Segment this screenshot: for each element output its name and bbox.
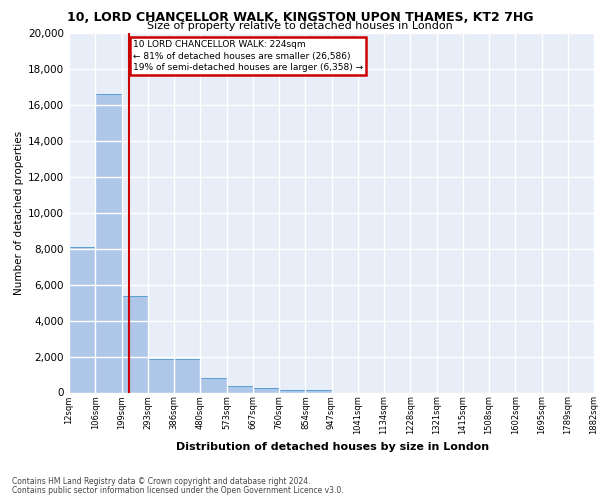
Bar <box>174 359 200 392</box>
Text: 10 LORD CHANCELLOR WALK: 224sqm
← 81% of detached houses are smaller (26,586)
19: 10 LORD CHANCELLOR WALK: 224sqm ← 81% of… <box>133 40 363 72</box>
Text: Contains HM Land Registry data © Crown copyright and database right 2024.: Contains HM Land Registry data © Crown c… <box>12 478 311 486</box>
Text: Distribution of detached houses by size in London: Distribution of detached houses by size … <box>176 442 490 452</box>
Bar <box>148 359 174 392</box>
Bar <box>305 390 331 392</box>
Bar <box>200 378 227 392</box>
Bar <box>253 388 279 392</box>
Text: 10, LORD CHANCELLOR WALK, KINGSTON UPON THAMES, KT2 7HG: 10, LORD CHANCELLOR WALK, KINGSTON UPON … <box>67 11 533 24</box>
Bar <box>121 296 148 392</box>
Text: Size of property relative to detached houses in London: Size of property relative to detached ho… <box>147 21 453 31</box>
Y-axis label: Number of detached properties: Number of detached properties <box>14 130 24 294</box>
Bar <box>69 246 95 392</box>
Bar <box>279 390 305 392</box>
Bar <box>95 94 121 393</box>
Bar <box>227 386 253 392</box>
Text: Contains public sector information licensed under the Open Government Licence v3: Contains public sector information licen… <box>12 486 344 495</box>
